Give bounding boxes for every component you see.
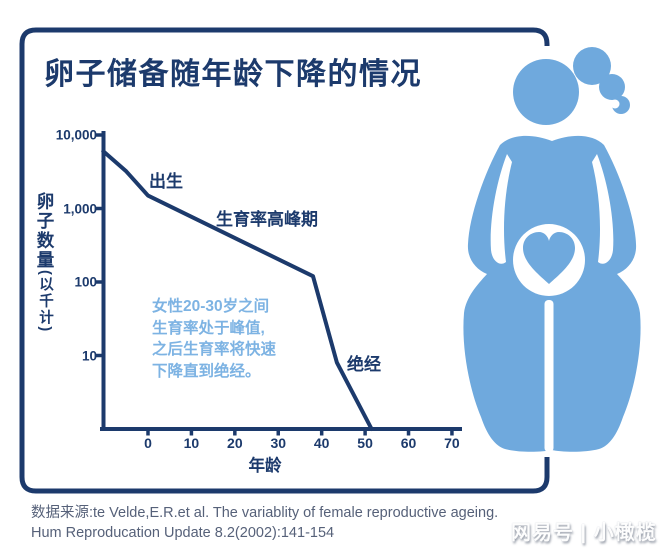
- y-axis-title: 卵子数量(以千计): [33, 192, 58, 333]
- y-tick-label: 1,000: [63, 201, 97, 216]
- annotation-note-line: 女性20-30岁之间: [152, 298, 270, 315]
- pregnant-woman-icon: [463, 47, 641, 452]
- x-tick-label: 60: [400, 435, 417, 451]
- x-tick-label: 0: [144, 435, 152, 451]
- egg-count-line: [101, 149, 374, 431]
- y-tick-label: 10: [81, 348, 97, 363]
- y-tick-label: 10,000: [55, 127, 97, 143]
- x-tick-label: 10: [183, 435, 200, 451]
- annotation-fertility-peak: 生育率高峰期: [216, 210, 318, 229]
- annotation-note-line: 之后生育率将快速: [152, 341, 277, 358]
- heart-icon: [523, 232, 575, 284]
- x-tick-label: 20: [227, 435, 243, 451]
- x-tick-label: 40: [313, 435, 330, 451]
- page-title: 卵子储备随年龄下降的情况: [44, 58, 422, 91]
- x-tick-label: 70: [444, 435, 460, 451]
- source-line-2: Hum Reproducation Update 8.2(2002):141-1…: [31, 525, 335, 541]
- woman-leg-gap: [544, 300, 554, 452]
- y-tick-label: 100: [74, 274, 97, 290]
- source-line-1: 数据来源:te Velde,E.R.et al. The variablity …: [31, 505, 499, 521]
- y-axis-title-main: 卵子数量: [35, 192, 55, 270]
- woman-ponytail: [599, 74, 625, 100]
- axis-ticks: [95, 133, 454, 436]
- card-border: [19, 27, 550, 494]
- woman-arm-gap-left: [490, 154, 512, 264]
- woman-ponytail-curl: [610, 99, 620, 109]
- data-source-citation: 数据来源:te Velde,E.R.et al. The variablity …: [31, 503, 498, 543]
- annotation-note-line: 下降直到绝经。: [152, 362, 261, 380]
- annotation-menopause: 绝经: [347, 355, 381, 374]
- woman-ponytail: [573, 47, 611, 85]
- watermark: 网易号 | 小橄榄: [511, 522, 657, 544]
- annotation-note: 女性20-30岁之间 生育率处于峰值, 之后生育率将快速 下降直到绝经。: [152, 296, 276, 382]
- x-tick-label: 30: [270, 435, 287, 451]
- x-axis-title: 年龄: [248, 457, 282, 475]
- woman-head: [513, 59, 579, 125]
- annotation-note-line: 生育率处于峰值,: [152, 319, 265, 337]
- woman-arm-gap-right: [592, 154, 614, 264]
- x-tick-label: 50: [357, 435, 373, 451]
- annotation-birth: 出生: [149, 172, 183, 191]
- y-axis-title-unit: (以千计): [37, 270, 53, 334]
